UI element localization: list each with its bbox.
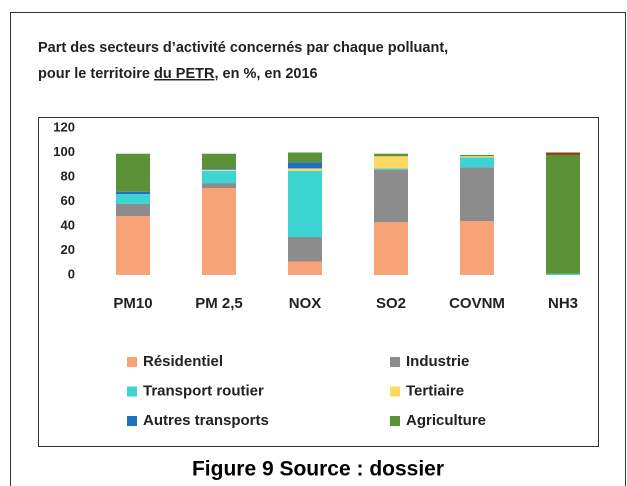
bar-segment xyxy=(116,191,150,195)
bar-segment xyxy=(374,168,408,170)
legend-swatch xyxy=(390,416,400,426)
bar-segment xyxy=(202,168,236,170)
bar-segment xyxy=(374,156,408,169)
bar-segment xyxy=(460,167,494,222)
bar-segment xyxy=(288,168,322,171)
y-tick-label: 60 xyxy=(61,193,75,208)
legend-label: Transport routier xyxy=(143,382,264,399)
bar-segment xyxy=(116,216,150,275)
caption: Figure 9 Source : dossier xyxy=(192,458,444,481)
x-tick-label: NOX xyxy=(289,295,322,312)
bar-segment xyxy=(202,183,236,189)
bar-segment xyxy=(460,154,494,157)
legend-swatch xyxy=(127,416,137,426)
legend-label: Agriculture xyxy=(406,412,486,429)
bar-segment xyxy=(546,273,580,275)
x-tick-label: NH3 xyxy=(548,295,578,312)
chart-title: Part des secteurs d’activité concernés p… xyxy=(38,40,448,56)
bar-segment xyxy=(546,152,580,155)
bar-segment xyxy=(288,170,322,238)
bar-segment xyxy=(374,222,408,275)
bar-segment xyxy=(202,170,236,184)
legend-swatch xyxy=(390,357,400,367)
x-tick-label: PM10 xyxy=(113,295,152,312)
bar-segment xyxy=(116,153,150,192)
legend-label: Autres transports xyxy=(143,412,269,429)
bar-segment xyxy=(374,153,408,157)
outer-frame xyxy=(10,12,626,486)
bar-segment xyxy=(288,162,322,169)
bar-segment xyxy=(374,169,408,223)
legend-label: Résidentiel xyxy=(143,353,223,370)
y-tick-label: 80 xyxy=(61,168,75,183)
bar-segment xyxy=(288,152,322,163)
y-tick-label: 120 xyxy=(53,119,75,134)
chart-frame xyxy=(38,117,599,447)
legend-swatch xyxy=(390,386,400,397)
legend-label: Tertiaire xyxy=(406,382,464,399)
y-tick-label: 0 xyxy=(68,266,75,281)
legend-swatch xyxy=(127,386,137,397)
bar-segment xyxy=(202,153,236,169)
y-tick-label: 100 xyxy=(53,144,75,159)
subtitle-part: , en %, en 2016 xyxy=(214,66,317,82)
bar-segment xyxy=(546,154,580,274)
bar-segment xyxy=(288,261,322,275)
legend-swatch xyxy=(127,357,137,367)
bar-segment xyxy=(460,221,494,275)
y-tick-label: 40 xyxy=(61,217,75,232)
x-tick-label: PM 2,5 xyxy=(195,295,243,312)
bar-segment xyxy=(288,237,322,262)
bar-segment xyxy=(460,156,494,158)
x-tick-label: SO2 xyxy=(376,295,406,312)
subtitle-part: du PETR xyxy=(154,66,215,82)
bar-segment xyxy=(202,188,236,275)
subtitle-part: pour le territoire xyxy=(38,66,154,82)
x-tick-label: COVNM xyxy=(449,295,505,312)
bar-segment xyxy=(116,194,150,204)
chart-subtitle: pour le territoire du PETR, en %, en 201… xyxy=(38,66,318,82)
legend-label: Industrie xyxy=(406,353,469,370)
bar-segment xyxy=(202,169,236,171)
bar-segment xyxy=(116,203,150,217)
y-tick-label: 20 xyxy=(61,242,75,257)
bar-segment xyxy=(460,157,494,168)
